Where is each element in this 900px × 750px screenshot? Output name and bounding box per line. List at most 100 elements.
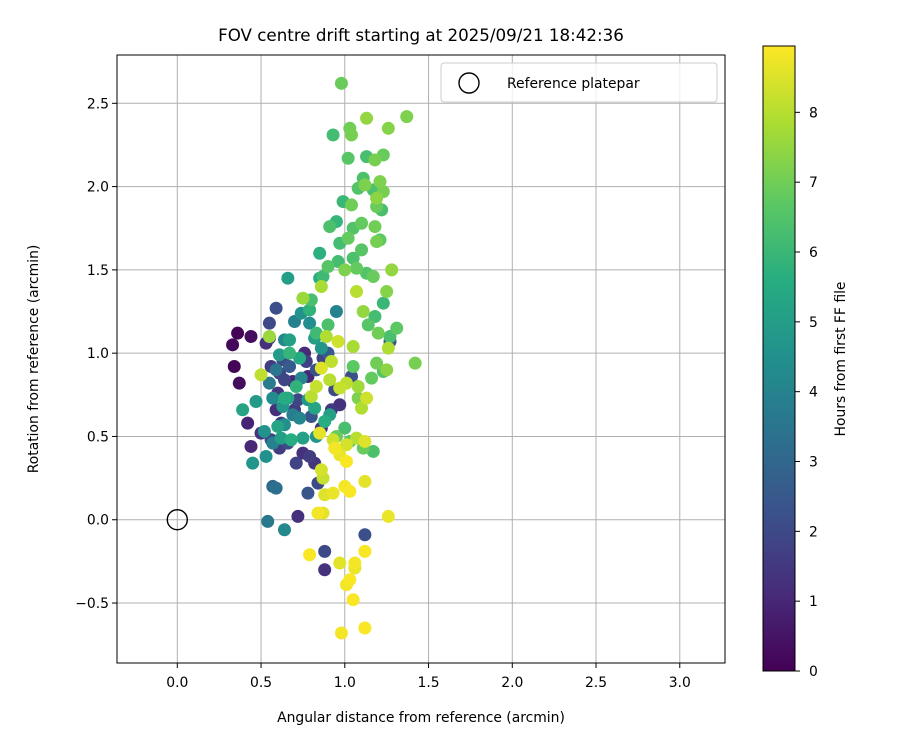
data-point: [283, 359, 297, 373]
data-point: [381, 121, 395, 135]
colorbar-label: Hours from first FF file: [833, 282, 849, 437]
colorbar-tick-label: 7: [809, 175, 818, 191]
data-point: [358, 178, 372, 192]
data-point: [241, 416, 255, 430]
y-tick-label: 0.0: [87, 513, 109, 529]
data-point: [308, 401, 322, 415]
data-point: [313, 246, 327, 260]
data-point: [231, 326, 245, 340]
data-point: [373, 175, 387, 189]
x-tick-label: 2.0: [501, 675, 523, 691]
data-point: [277, 373, 291, 387]
legend-marker-reference: [458, 72, 480, 94]
colorbar-tick-label: 4: [809, 385, 818, 401]
data-point: [333, 556, 347, 570]
data-point: [289, 379, 303, 393]
data-point: [400, 110, 414, 124]
data-point: [262, 376, 276, 390]
colorbar-ticks: 0 1 2 3 4 5 6 7 8: [795, 105, 818, 680]
x-tick-label: 3.0: [669, 675, 691, 691]
data-point: [259, 449, 273, 463]
x-tick-label: 1.0: [334, 675, 356, 691]
data-point: [311, 506, 325, 520]
data-point: [314, 280, 328, 294]
data-point: [313, 426, 327, 440]
data-point: [271, 419, 285, 433]
y-tick-label: 1.5: [87, 263, 109, 279]
data-point: [361, 318, 375, 332]
data-point: [370, 191, 384, 205]
data-point: [283, 346, 297, 360]
data-point: [366, 270, 380, 284]
data-point: [344, 128, 358, 142]
colorbar-tick-label: 3: [809, 455, 818, 471]
data-point: [339, 454, 353, 468]
data-point: [274, 431, 288, 445]
data-point: [380, 363, 394, 377]
data-point: [358, 474, 372, 488]
data-point: [381, 509, 395, 523]
data-point: [339, 438, 353, 452]
colorbar-tick-label: 2: [809, 524, 818, 540]
y-tick-label: −0.5: [75, 596, 109, 612]
data-point: [326, 128, 340, 142]
legend-label-reference: Reference platepar: [507, 76, 640, 92]
data-point: [269, 301, 283, 315]
legend-box: [440, 62, 718, 103]
data-point: [346, 251, 360, 265]
data-point: [390, 321, 404, 335]
data-point: [304, 389, 318, 403]
data-point: [381, 341, 395, 355]
data-point: [350, 285, 364, 299]
data-point: [254, 368, 268, 382]
data-point: [343, 484, 357, 498]
data-point: [316, 270, 330, 284]
colorbar-tick-label: 0: [809, 664, 818, 680]
data-point: [368, 220, 382, 234]
x-tick-label: 1.5: [417, 675, 439, 691]
data-point: [269, 481, 283, 495]
data-point: [385, 263, 399, 277]
data-point: [358, 528, 372, 542]
data-point: [355, 216, 369, 230]
data-point: [344, 198, 358, 212]
data-point: [376, 296, 390, 310]
data-point: [346, 359, 360, 373]
y-axis-ticks: −0.5 0.0 0.5 1.0 1.5 2.0 2.5: [75, 96, 117, 612]
data-point: [366, 444, 380, 458]
data-point: [281, 271, 295, 285]
data-point: [370, 356, 384, 370]
data-point: [261, 514, 275, 528]
data-point: [257, 424, 271, 438]
data-point: [232, 376, 246, 390]
data-point: [319, 330, 333, 344]
data-point: [329, 305, 343, 319]
colorbar-gradient: [762, 45, 796, 672]
data-point: [293, 411, 307, 425]
data-point: [371, 326, 385, 340]
data-point: [346, 593, 360, 607]
data-point: [380, 285, 394, 299]
data-point: [262, 330, 276, 344]
data-point: [323, 220, 337, 234]
y-axis-label: Rotation from reference (arcmin): [26, 245, 42, 474]
data-point: [370, 235, 384, 249]
data-point: [333, 381, 347, 395]
scatter-points: [226, 76, 422, 640]
data-point: [227, 359, 241, 373]
grid: [117, 55, 725, 663]
data-point: [346, 340, 360, 354]
data-point: [358, 544, 372, 558]
data-point: [301, 486, 315, 500]
colorbar-tick-label: 6: [809, 245, 818, 261]
plot-frame: [116, 54, 726, 664]
data-point: [262, 316, 276, 330]
data-point: [236, 403, 250, 417]
data-point: [296, 291, 310, 305]
data-point: [296, 431, 310, 445]
colorbar: 0 1 2 3 4 5 6 7 8 Hours from first FF file: [762, 45, 849, 680]
data-point: [226, 338, 240, 352]
data-point: [277, 391, 291, 405]
data-point: [277, 523, 291, 537]
data-point: [303, 548, 317, 562]
